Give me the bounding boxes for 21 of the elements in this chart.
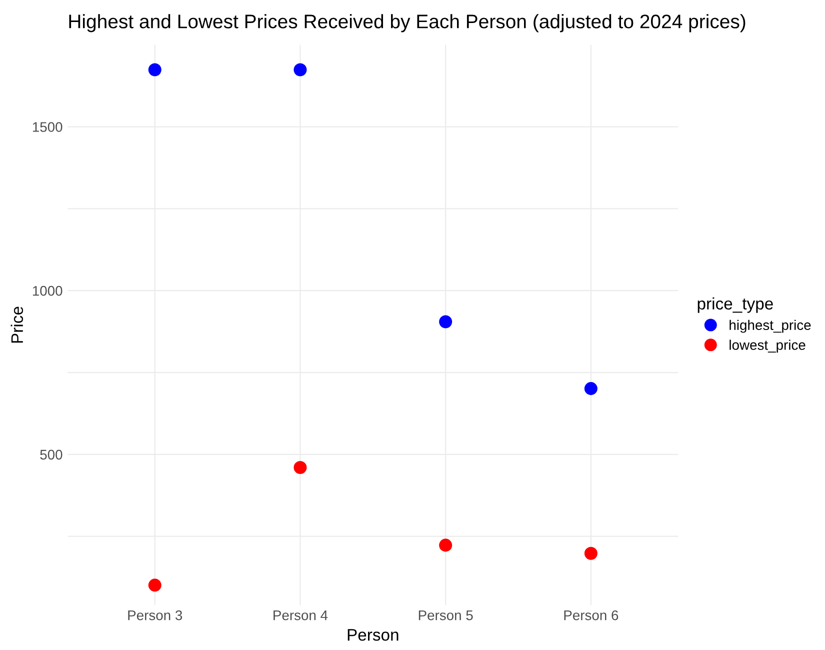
point	[439, 538, 452, 552]
x-tick-label: Person 4	[274, 610, 328, 620]
x-axis-title: Person	[348, 629, 398, 641]
y-tick-label: 1500	[32, 122, 62, 132]
x-tick-label: Person 3	[128, 610, 182, 620]
y-tick-label: 500	[40, 450, 62, 460]
point	[584, 546, 598, 560]
legend-label: lowest_price	[730, 340, 806, 353]
point	[584, 382, 598, 396]
point	[294, 63, 307, 76]
legend-title: price_type	[698, 297, 773, 313]
point	[148, 63, 162, 76]
y-axis-title: Price	[10, 306, 24, 343]
point	[294, 461, 307, 474]
point	[439, 315, 452, 328]
legend-label: highest_price	[730, 320, 811, 333]
x-tick-label: Person 6	[564, 610, 618, 620]
y-tick-label: 1000	[32, 286, 62, 296]
chart-title: Highest and Lowest Prices Received by Each Person (adjusted to 2024 prices)	[69, 14, 746, 32]
point	[148, 578, 162, 592]
x-tick-label: Person 5	[418, 610, 473, 620]
